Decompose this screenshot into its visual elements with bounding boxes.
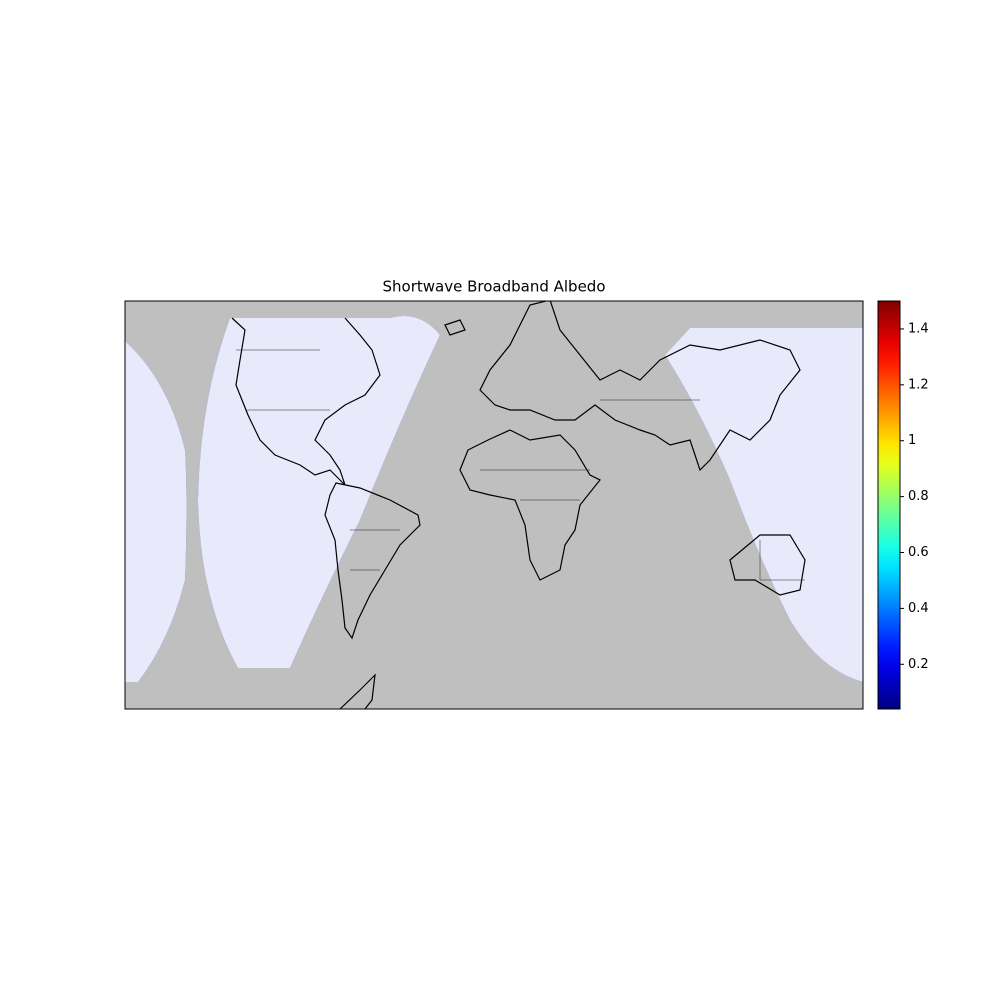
colorbar-tick-label: 0.2 <box>908 657 929 672</box>
colorbar-tick-label: 1.4 <box>908 321 929 336</box>
map-frame <box>124 300 864 710</box>
coastlines <box>231 301 806 709</box>
map-area <box>125 301 863 709</box>
colorbar-tick-label: 0.8 <box>908 489 929 504</box>
colorbar-tick-label: 0.6 <box>908 545 929 560</box>
map-title: Shortwave Broadband Albedo <box>383 278 606 296</box>
borders <box>236 349 805 581</box>
colorbar <box>877 300 901 710</box>
colorbar-tick-label: 0.4 <box>908 601 929 616</box>
colorbar-tick-label: 1.2 <box>908 377 929 392</box>
colorbar-tick-label: 1 <box>908 433 916 448</box>
